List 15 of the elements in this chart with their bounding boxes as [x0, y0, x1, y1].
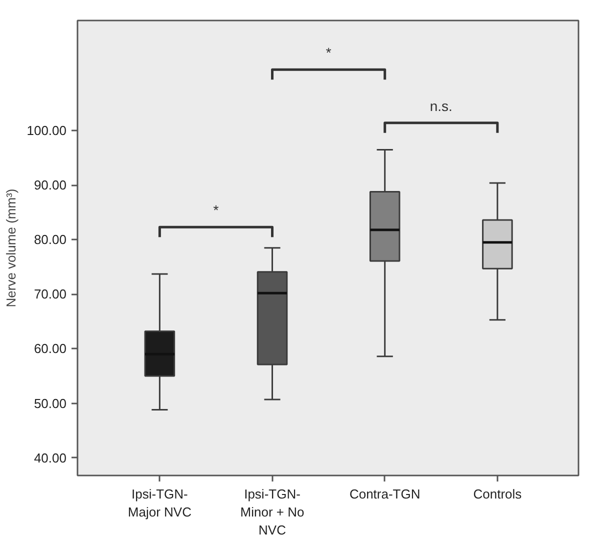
y-tick-label: 80.00	[34, 232, 67, 248]
y-axis-title: Nerve volume (mm³)	[4, 188, 19, 308]
y-tick-label: 90.00	[34, 178, 67, 193]
x-tick-label: Controls	[473, 486, 522, 502]
y-tick-label: 40.00	[34, 450, 67, 466]
x-tick-label: Ipsi-TGN- Major NVC	[128, 486, 192, 520]
annotation: *	[213, 202, 220, 218]
x-tick-label: Contra-TGN	[349, 486, 420, 502]
y-tick-label: 70.00	[34, 286, 67, 302]
annotation: *	[326, 44, 332, 61]
annotation: n.s.	[430, 98, 452, 114]
y-tick-label: 50.00	[34, 396, 67, 411]
y-tick-label: 60.00	[34, 341, 67, 356]
y-tick-label: 100.00	[26, 123, 67, 138]
x-tick-label: Ipsi-TGN- Minor + No NVC	[240, 486, 304, 538]
